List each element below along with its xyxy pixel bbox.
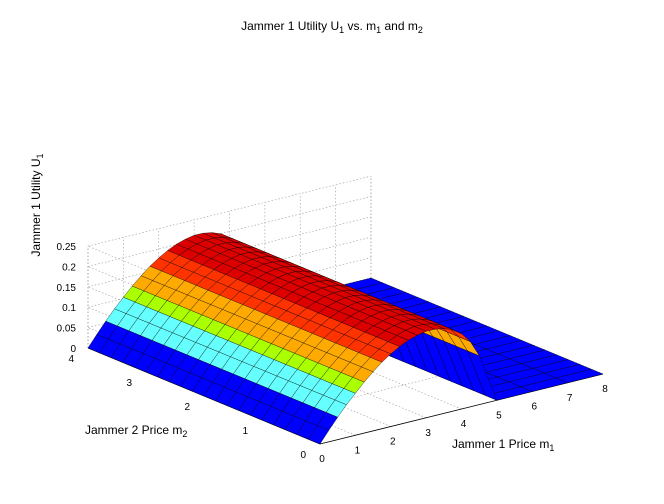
surface-patch [308,425,330,445]
x-tick-label: 8 [602,384,608,395]
x-tick-label: 1 [355,445,361,456]
surface-plot [87,232,604,445]
y-tick-label: 0 [300,450,306,461]
grid-line [87,216,372,288]
chart-title: Jammer 1 Utility U1 vs. m1 and m2 [241,19,423,35]
grid-line [87,257,372,328]
z-tick-label: 0 [70,344,76,355]
y-axis-label: Jammer 2 Price m2 [85,423,187,439]
x-tick-label: 2 [390,437,396,448]
z-tick-label: 0.2 [62,262,76,273]
z-tick-label: 0.05 [57,324,77,335]
x-tick-label: 0 [319,454,325,465]
y-tick-label: 1 [242,426,248,437]
x-tick-label: 7 [567,393,573,404]
grid-line [87,175,372,247]
x-tick-label: 4 [461,419,467,430]
tick-labels: 0 0.05 0.1 0.15 0.2 0.25 0 1 2 3 4 5 6 7 8 0 1 2 3 4 [57,242,609,465]
grid-line [87,236,372,308]
x-tick-label: 6 [531,402,537,413]
z-tick-label: 0.1 [62,303,76,314]
z-axis-label: Jammer 1 Utility U1 [29,153,45,256]
x-axis-label: Jammer 1 Price m1 [452,437,554,453]
x-tick-label: 5 [496,410,502,421]
y-tick-label: 3 [126,378,132,389]
y-tick-label: 2 [184,402,190,413]
grid-line [87,196,372,267]
y-tick-label: 4 [68,354,74,365]
x-tick-label: 3 [425,428,431,439]
z-tick-label: 0.25 [57,242,77,253]
z-tick-label: 0.15 [57,283,77,294]
